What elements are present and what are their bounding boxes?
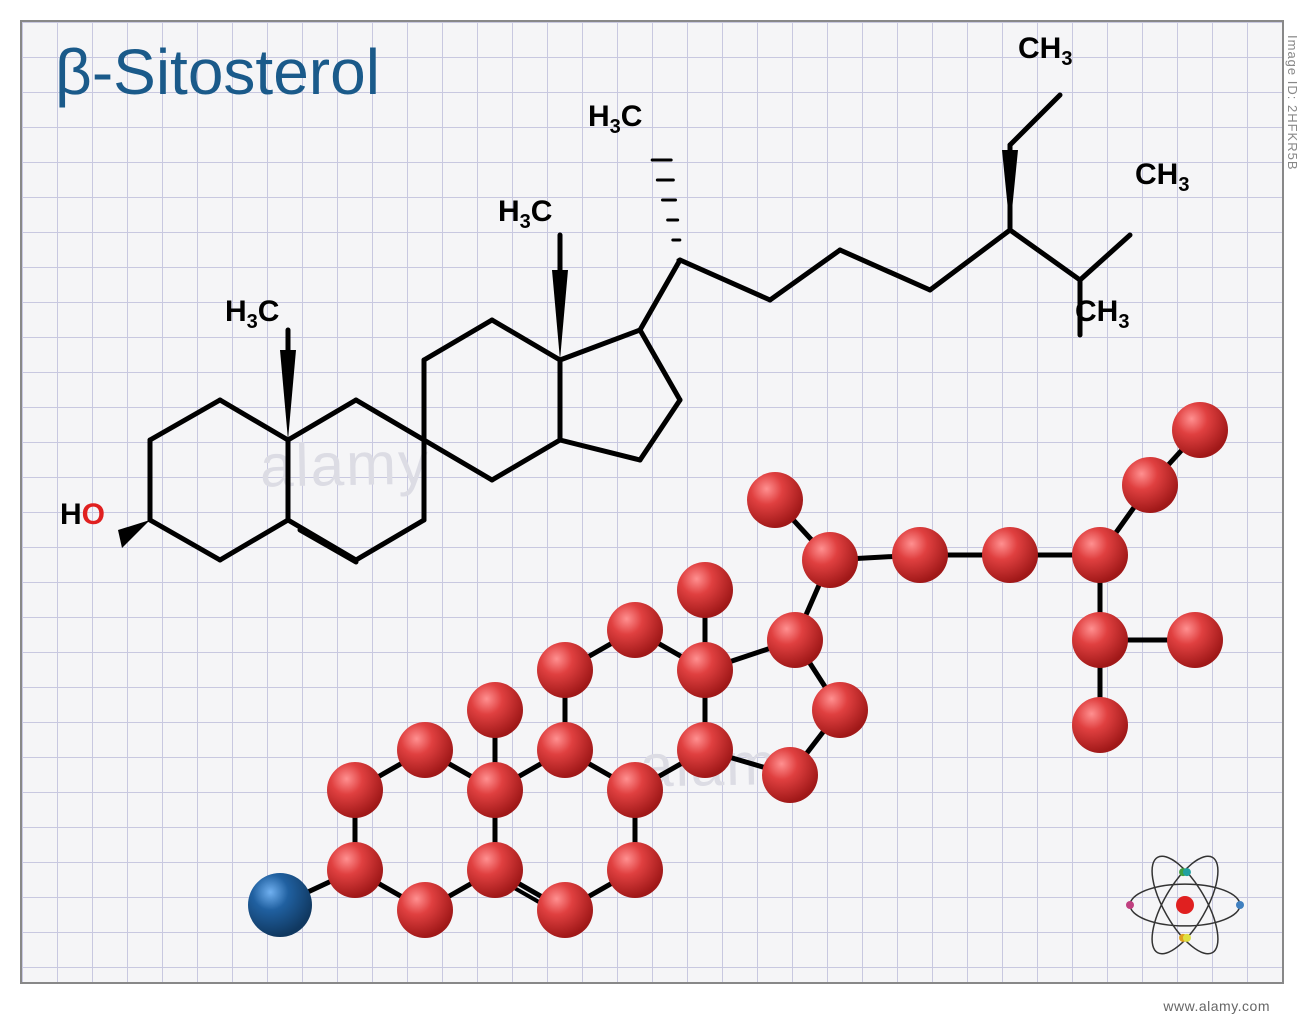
site-url: www.alamy.com (1163, 998, 1270, 1014)
image-id: Image ID: 2HFKR5B (1285, 35, 1300, 171)
atom-logo-icon (0, 0, 1300, 1018)
diagram-canvas: alamy alamy β-Sitosterol HO H3C H3C H3C … (0, 0, 1300, 1018)
